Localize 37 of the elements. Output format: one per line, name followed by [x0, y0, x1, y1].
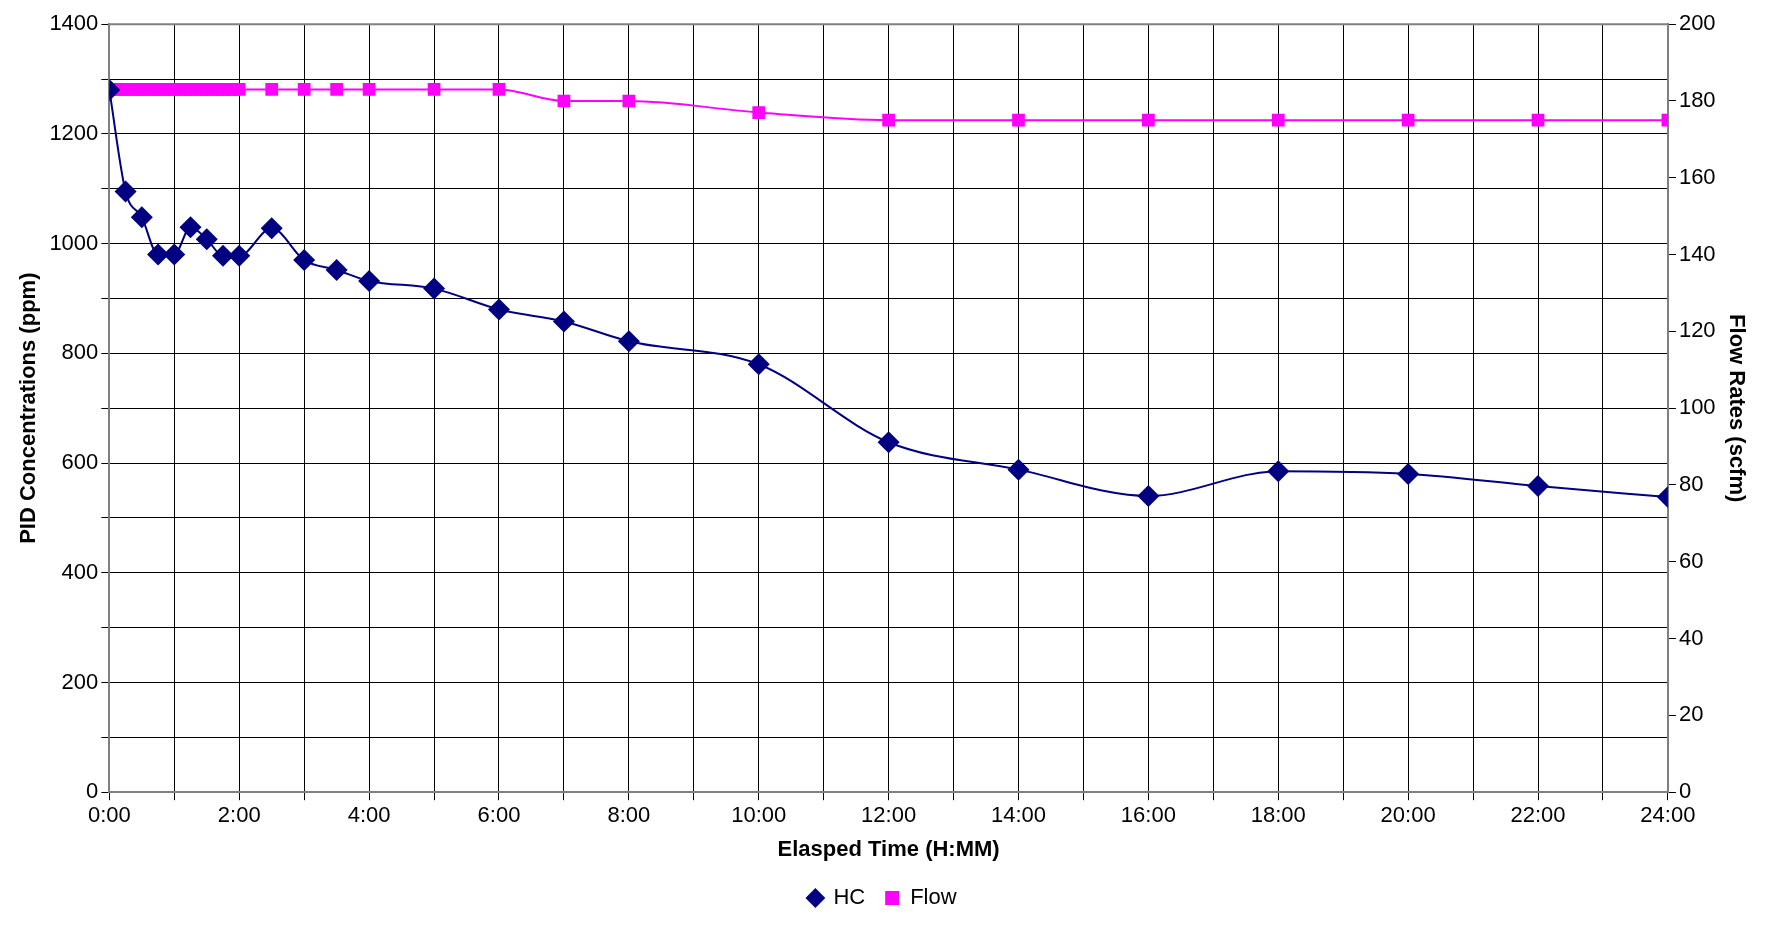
- y2-tick-label: 40: [1678, 624, 1704, 650]
- legend-label: Flow: [910, 884, 957, 910]
- x-tick-label: 12:00: [861, 802, 917, 828]
- y-tick-label: 1200: [49, 119, 99, 145]
- x-tick-label: 0:00: [87, 802, 131, 828]
- y-tick-label: 0: [86, 778, 99, 804]
- y2-tick-label: 80: [1678, 471, 1704, 497]
- x-tick-label: 24:00: [1640, 802, 1696, 828]
- x-tick-label: 2:00: [217, 802, 261, 828]
- y-axis-title: PID Concentrations (ppm): [15, 272, 41, 544]
- x-axis-title: Elasped Time (H:MM): [777, 835, 1000, 861]
- x-tick-label: 6:00: [477, 802, 521, 828]
- y-tick-label: 1400: [49, 10, 99, 36]
- x-tick-label: 20:00: [1380, 802, 1436, 828]
- y2-tick-label: 120: [1678, 317, 1716, 343]
- x-tick-label: 18:00: [1250, 802, 1306, 828]
- x-tick-label: 4:00: [347, 802, 391, 828]
- y2-tick-label: 200: [1678, 10, 1716, 36]
- x-tick-label: 14:00: [990, 802, 1047, 828]
- y2-tick-label: 180: [1678, 87, 1716, 113]
- y2-tick-label: 100: [1678, 394, 1716, 420]
- x-tick-label: 16:00: [1120, 802, 1176, 828]
- y2-tick-label: 60: [1678, 547, 1704, 573]
- y2-axis-title: Flow Rates (scfm): [1724, 314, 1750, 503]
- y-tick-label: 400: [61, 558, 99, 584]
- legend-label: HC: [833, 884, 866, 910]
- y2-tick-label: 160: [1678, 163, 1716, 189]
- y-tick-label: 200: [61, 668, 99, 694]
- x-tick-label: 10:00: [731, 802, 787, 828]
- y2-tick-label: 0: [1678, 778, 1692, 804]
- y-tick-label: 1000: [49, 229, 99, 255]
- y-tick-label: 800: [61, 339, 99, 365]
- y-tick-label: 600: [61, 449, 99, 475]
- y2-tick-label: 20: [1678, 701, 1704, 727]
- x-tick-label: 22:00: [1510, 802, 1566, 828]
- y2-tick-label: 140: [1678, 240, 1716, 266]
- x-tick-label: 8:00: [607, 802, 651, 828]
